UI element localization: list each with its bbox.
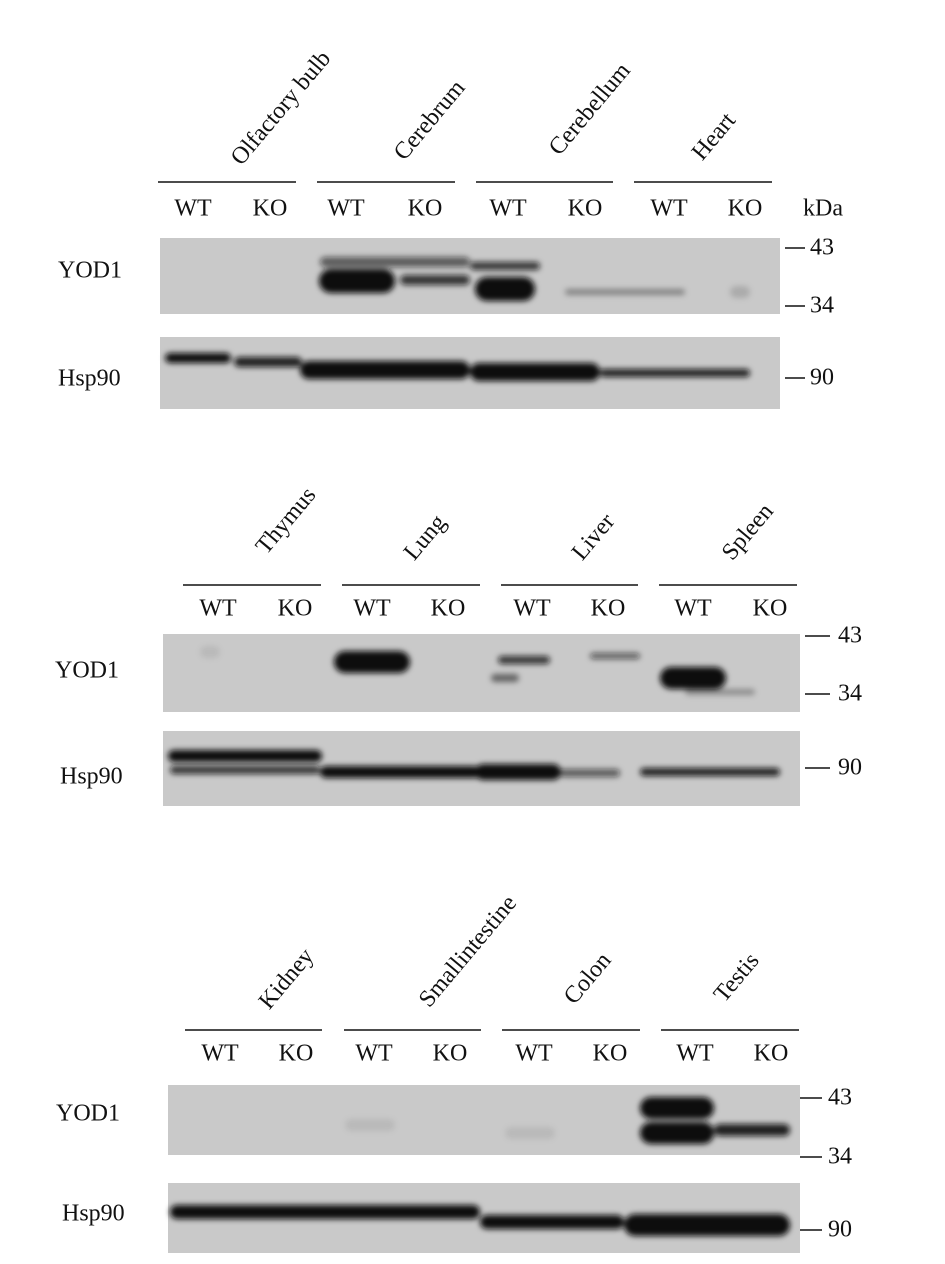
- band: [475, 764, 561, 780]
- tissue-label: Heart: [687, 108, 741, 166]
- lane-label: WT: [327, 196, 365, 222]
- lane-label: KO: [591, 596, 626, 622]
- marker-label: 43: [838, 623, 862, 649]
- tissue-label: Cerebrum: [389, 75, 471, 165]
- band: [660, 667, 726, 689]
- unit-label: kDa: [803, 196, 843, 222]
- band: [491, 674, 519, 682]
- tissue-label: Colon: [559, 948, 617, 1010]
- band: [590, 653, 640, 659]
- band: [400, 275, 470, 285]
- lane-label: KO: [728, 196, 763, 222]
- lane-label: WT: [199, 596, 237, 622]
- blot-label: Hsp90: [58, 366, 121, 392]
- bands: [170, 1205, 790, 1236]
- band: [714, 1124, 790, 1136]
- marker-label: 34: [838, 681, 862, 707]
- band: [565, 289, 685, 295]
- band: [345, 1119, 395, 1131]
- band: [480, 1215, 624, 1229]
- marker-label: 43: [828, 1085, 852, 1111]
- bands: [168, 750, 780, 780]
- band: [475, 277, 535, 301]
- bands: [345, 1097, 790, 1144]
- lane-label: WT: [201, 1041, 239, 1067]
- band: [165, 353, 231, 363]
- tissue-label: Lung: [399, 510, 452, 566]
- lane-label: KO: [754, 1041, 789, 1067]
- band: [334, 651, 410, 673]
- lane-label: WT: [513, 596, 551, 622]
- band: [685, 689, 755, 695]
- band: [470, 262, 540, 270]
- band: [505, 1127, 555, 1139]
- blot-membrane: [160, 238, 780, 314]
- band: [320, 766, 480, 778]
- band: [640, 1122, 714, 1144]
- lane-label: WT: [674, 596, 712, 622]
- tissue-label: Olfactory bulb: [226, 46, 336, 170]
- lane-label: WT: [489, 196, 527, 222]
- marker-label: 90: [838, 755, 862, 781]
- band: [498, 656, 550, 664]
- marker-label: 34: [810, 293, 834, 319]
- band: [168, 750, 322, 762]
- blot-label: YOD1: [58, 258, 122, 284]
- tissue-label: Smallintestine: [414, 890, 522, 1012]
- band: [170, 766, 320, 774]
- bands: [319, 257, 750, 301]
- lane-label: WT: [174, 196, 212, 222]
- band: [560, 769, 620, 777]
- bands: [200, 646, 755, 695]
- lane-label: WT: [650, 196, 688, 222]
- blot-label: Hsp90: [62, 1201, 125, 1227]
- marker-label: 43: [810, 235, 834, 261]
- band: [170, 1205, 480, 1219]
- lane-label: KO: [753, 596, 788, 622]
- marker-label: 90: [810, 365, 834, 391]
- tissue-label: Cerebellum: [544, 58, 636, 161]
- band: [320, 257, 470, 267]
- blot-label: Hsp90: [60, 764, 123, 790]
- tissue-label: Liver: [567, 509, 620, 566]
- lane-label: KO: [593, 1041, 628, 1067]
- lane-label: WT: [515, 1041, 553, 1067]
- blot-label: YOD1: [56, 1101, 120, 1127]
- blot-label: YOD1: [55, 658, 119, 684]
- tissue-label: Kidney: [254, 944, 319, 1015]
- band: [600, 369, 750, 377]
- band: [234, 357, 302, 367]
- lane-label: WT: [353, 596, 391, 622]
- lane-label: KO: [433, 1041, 468, 1067]
- band: [640, 768, 780, 776]
- band: [730, 286, 750, 298]
- band: [470, 363, 600, 381]
- tissue-label: Spleen: [717, 499, 779, 566]
- lane-label: KO: [568, 196, 603, 222]
- marker-label: 90: [828, 1217, 852, 1243]
- lane-label: WT: [355, 1041, 393, 1067]
- blot-membrane: [168, 1085, 800, 1155]
- lane-label: WT: [676, 1041, 714, 1067]
- lane-label: KO: [279, 1041, 314, 1067]
- band: [624, 1214, 790, 1236]
- band: [319, 269, 395, 293]
- lane-label: KO: [253, 196, 288, 222]
- lane-label: KO: [278, 596, 313, 622]
- tissue-label: Testis: [709, 948, 765, 1007]
- band: [300, 361, 470, 379]
- bands: [165, 353, 750, 381]
- lane-label: KO: [408, 196, 443, 222]
- band: [640, 1097, 714, 1119]
- band: [200, 646, 220, 658]
- marker-label: 34: [828, 1144, 852, 1170]
- tissue-label: Thymus: [251, 482, 321, 559]
- lane-label: KO: [431, 596, 466, 622]
